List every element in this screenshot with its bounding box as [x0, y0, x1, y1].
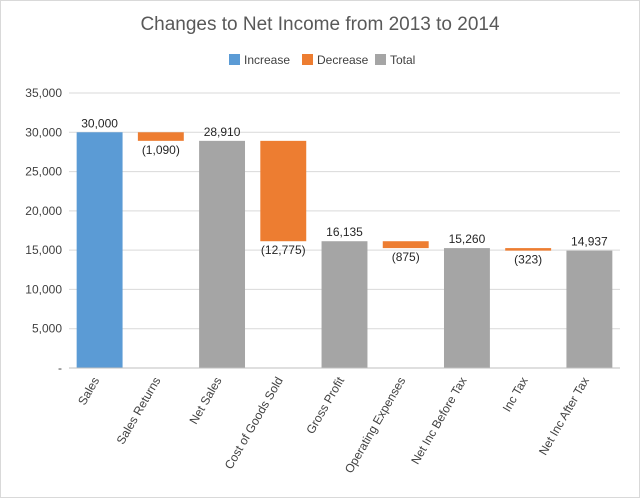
bar-sales-returns [137, 132, 184, 141]
bar-operating-expenses [382, 241, 429, 249]
bar-net-sales [199, 140, 246, 368]
data-label-net-inc-after-tax: 14,937 [571, 235, 608, 249]
legend-label-increase: Increase [244, 53, 290, 67]
data-label-cost-of-goods-sold: (12,775) [261, 243, 306, 257]
y-tick-label: 15,000 [25, 243, 62, 257]
legend-label-decrease: Decrease [317, 53, 369, 67]
data-label-net-inc-before-tax: 15,260 [449, 232, 486, 246]
y-tick-label: 25,000 [25, 165, 62, 179]
y-tick-label: 10,000 [25, 282, 62, 296]
legend-label-total: Total [390, 53, 415, 67]
bar-net-inc-after-tax [566, 250, 613, 368]
chart-title: Changes to Net Income from 2013 to 2014 [140, 14, 500, 35]
y-tick-label: 35,000 [25, 86, 62, 100]
data-label-sales: 30,000 [81, 116, 118, 130]
data-label-net-sales: 28,910 [204, 125, 241, 139]
data-label-inc-tax: (323) [514, 253, 542, 267]
legend-swatch-decrease [302, 54, 313, 65]
data-labels: 30,000 (1,090) 28,910 (12,775) 16,135 (875) 15… [81, 116, 608, 266]
legend-swatch-increase [229, 54, 240, 65]
y-tick-label: 5,000 [32, 322, 62, 336]
y-tick-label: 30,000 [25, 125, 62, 139]
legend: Increase Decrease Total [229, 53, 415, 67]
bar-net-inc-before-tax [443, 248, 490, 368]
data-label-gross-profit: 16,135 [326, 225, 363, 239]
bars [76, 132, 613, 368]
y-tick-label: 20,000 [25, 204, 62, 218]
data-label-sales-returns: (1,090) [142, 143, 180, 157]
bar-sales [76, 132, 123, 368]
y-axis-ticks: - 5,000 10,000 15,000 20,000 25,000 30,000 35,0… [25, 86, 62, 375]
bar-inc-tax [505, 248, 552, 251]
bar-gross-profit [321, 241, 368, 368]
y-tick-label: - [58, 361, 62, 375]
bar-cost-of-goods-sold [260, 140, 307, 242]
data-label-operating-expenses: (875) [392, 250, 420, 264]
legend-swatch-total [375, 54, 386, 65]
